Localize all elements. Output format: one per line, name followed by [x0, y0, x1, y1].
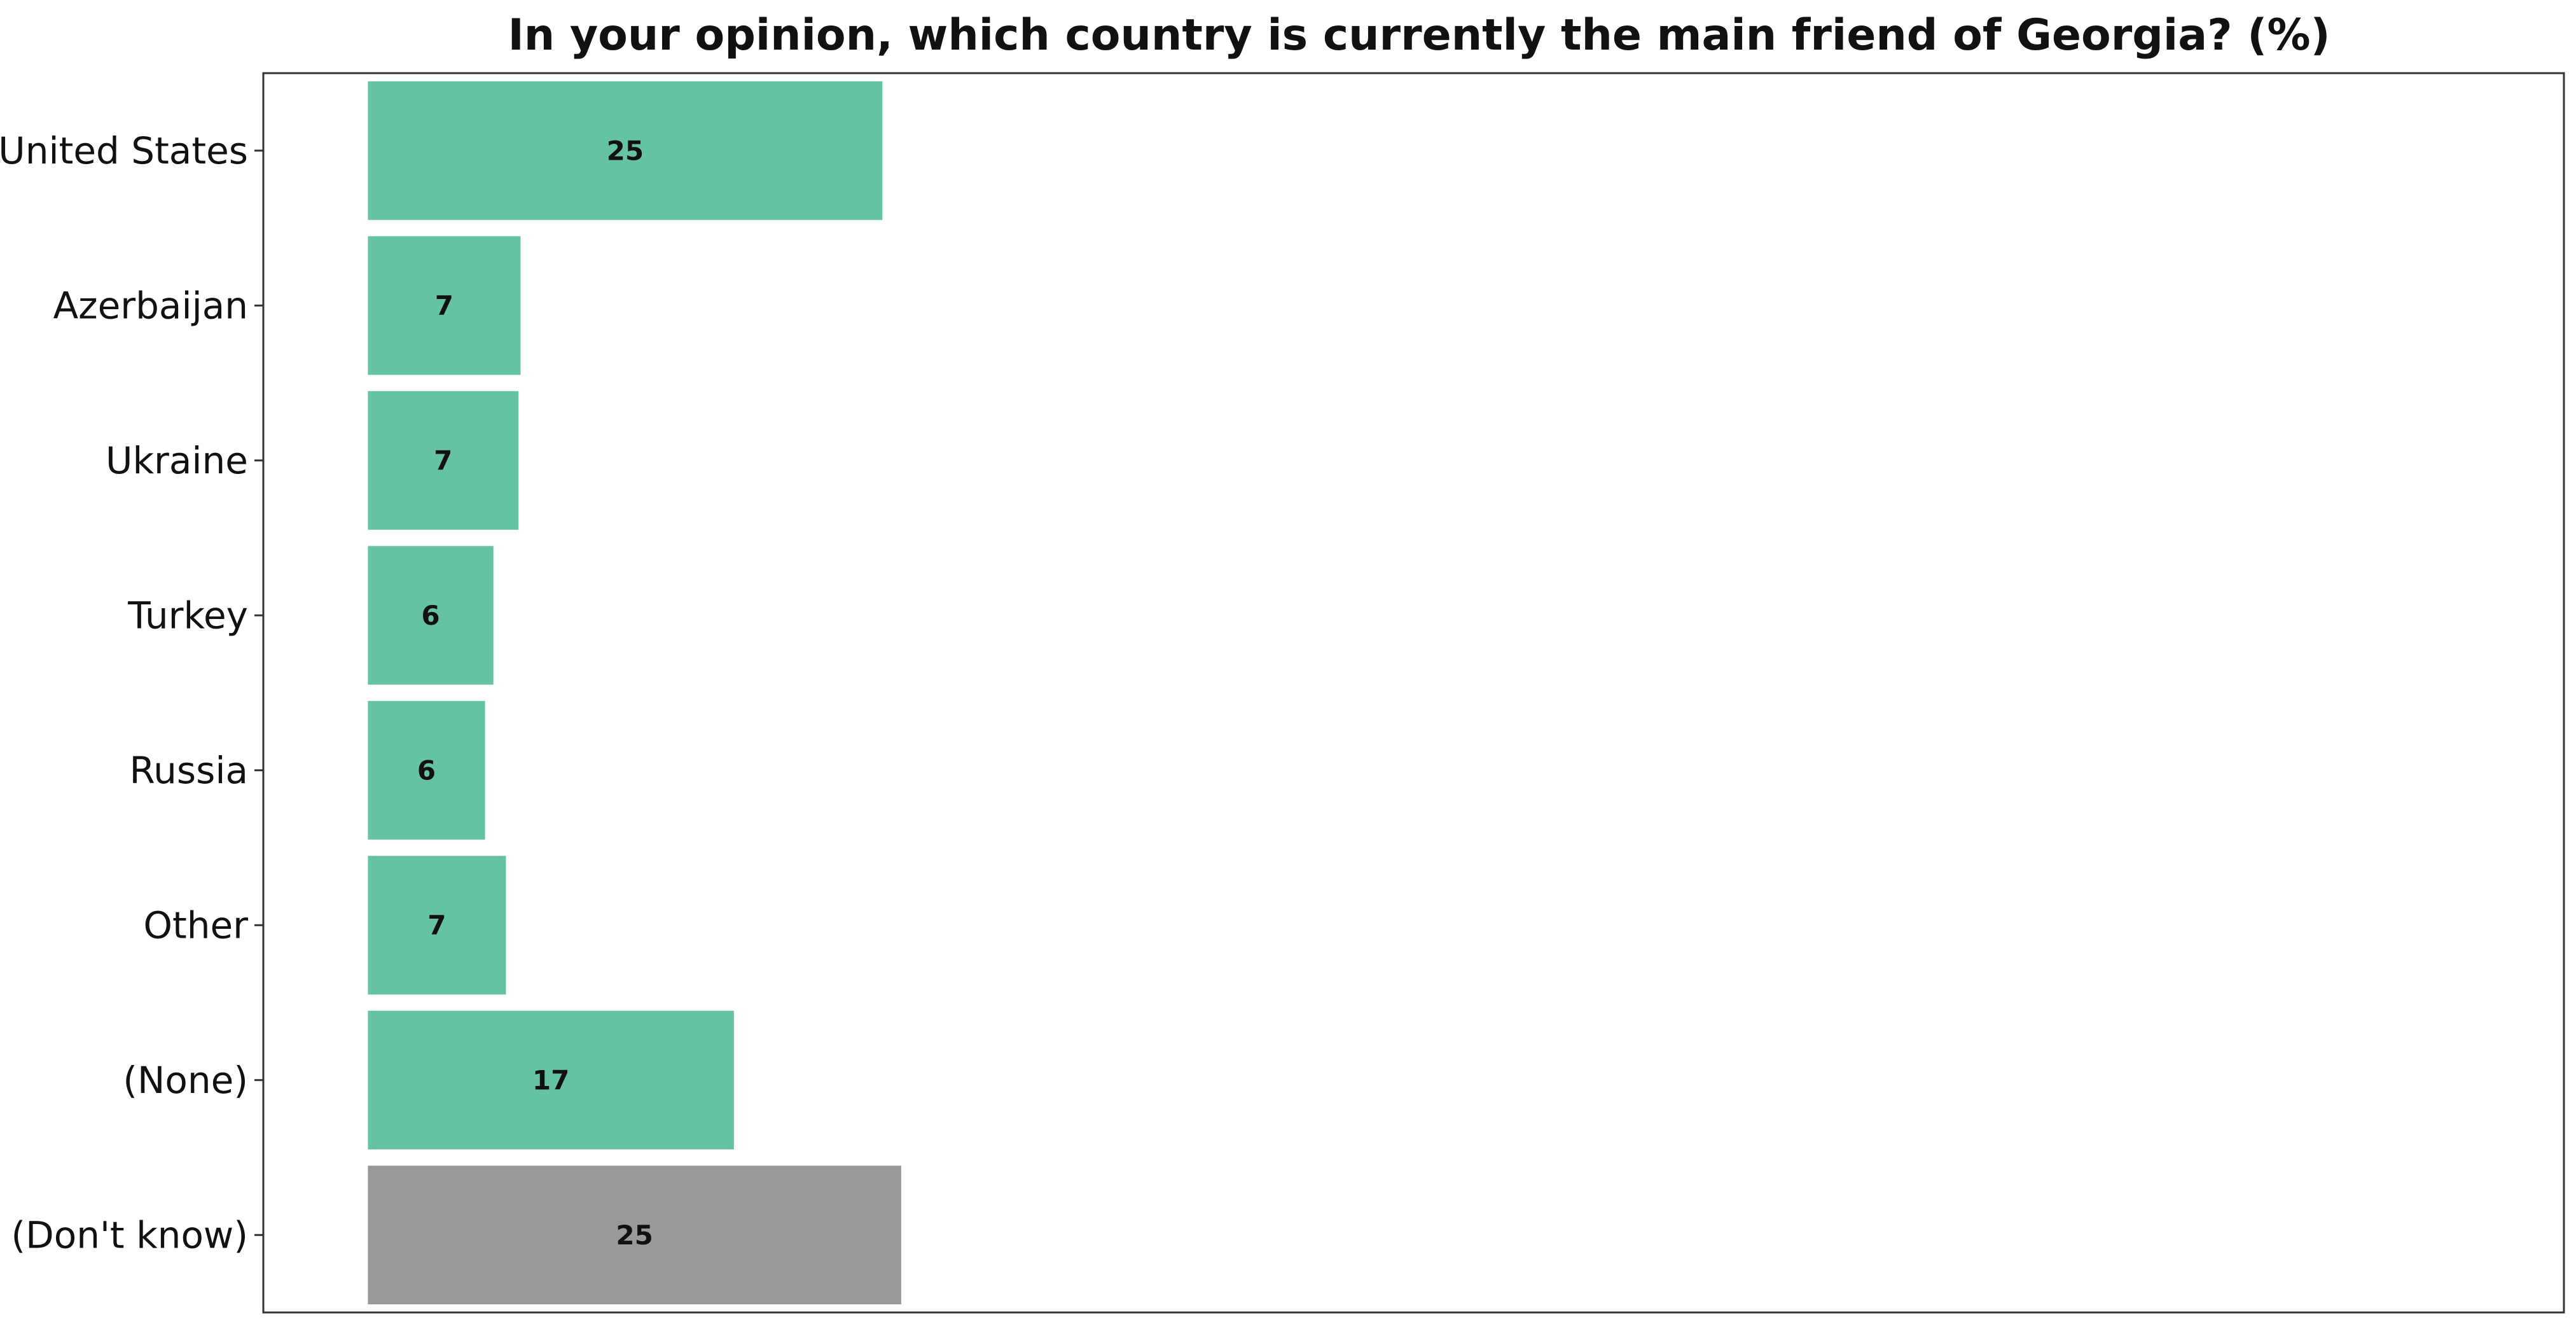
- bar-united-states: [368, 81, 883, 220]
- y-tick-label-ukraine: Ukraine: [106, 439, 248, 482]
- data-label-russia: 6: [417, 755, 436, 786]
- data-label-don-t-know: 25: [616, 1220, 653, 1251]
- bar-none: [368, 1010, 734, 1150]
- y-tick-label-none: (None): [123, 1059, 248, 1102]
- y-axis-labels: United States Azerbaijan Ukraine Turkey Russ…: [0, 129, 248, 1257]
- bar-other: [368, 856, 506, 995]
- y-tick-label-don-t-know: (Don't know): [11, 1213, 248, 1256]
- y-axis-ticks: [254, 150, 263, 1236]
- bar-turkey: [368, 546, 494, 685]
- data-label-turkey: 6: [421, 600, 440, 631]
- bar-don-t-know: [368, 1166, 901, 1305]
- data-label-ukraine: 7: [434, 445, 452, 476]
- data-label-azerbaijan: 7: [435, 290, 454, 321]
- plot-panel-border: [262, 72, 2565, 1314]
- bar-russia: [368, 700, 485, 840]
- bar-azerbaijan: [368, 236, 521, 375]
- bar-ukraine: [368, 391, 519, 530]
- data-label-none: 17: [532, 1064, 569, 1096]
- y-tick-label-azerbaijan: Azerbaijan: [53, 284, 248, 327]
- y-tick-label-united-states: United States: [0, 129, 248, 172]
- y-tick-label-russia: Russia: [129, 749, 248, 792]
- data-label-other: 7: [427, 910, 446, 941]
- bars: [368, 81, 901, 1305]
- y-tick-label-other: Other: [143, 903, 248, 947]
- chart-title: In your opinion, which country is curren…: [508, 10, 2330, 60]
- data-labels: 25 7 7 6 6 7 17 25: [417, 135, 653, 1251]
- data-label-united-states: 25: [607, 135, 644, 166]
- y-tick-label-turkey: Turkey: [127, 594, 248, 637]
